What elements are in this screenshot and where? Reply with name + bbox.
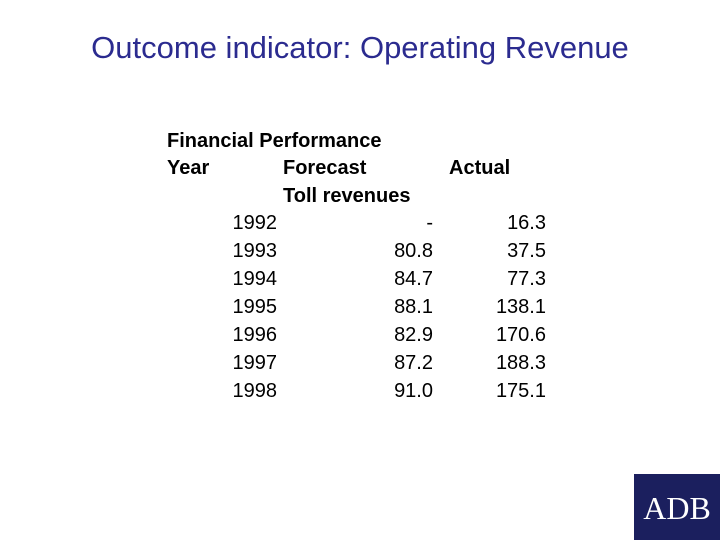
table-cell: 16.3 [507, 212, 546, 234]
table-cell: 77.3 [507, 268, 546, 290]
table-cell: 1993 [233, 240, 278, 262]
column-header: Actual [449, 157, 510, 179]
table-cell: 80.8 [394, 240, 433, 262]
table-caption: Financial Performance [167, 130, 382, 152]
table-cell: 1997 [233, 352, 278, 374]
table-cell: 1992 [233, 212, 278, 234]
column-header: Forecast [283, 157, 367, 179]
table-cell: 37.5 [507, 240, 546, 262]
table-cell: 1994 [233, 268, 278, 290]
column-header: Year [167, 157, 209, 179]
slide-title: Outcome indicator: Operating Revenue [91, 30, 629, 65]
table-cell: 1998 [233, 380, 278, 402]
table-cell: 87.2 [394, 352, 433, 374]
table-cell: 188.3 [496, 352, 546, 374]
logo: ADB [643, 490, 711, 526]
table-cell: - [426, 212, 433, 234]
table-cell: 88.1 [394, 296, 433, 318]
table-cell: 91.0 [394, 380, 433, 402]
table-cell: 84.7 [394, 268, 433, 290]
table-cell: 1995 [233, 296, 278, 318]
column-subheader: Toll revenues [283, 185, 410, 207]
table-cell: 82.9 [394, 324, 433, 346]
table-cell: 138.1 [496, 296, 546, 318]
table-cell: 1996 [233, 324, 278, 346]
table-body: 1992 - 16.3 1993 80.8 37.5 1994 84.7 77.3 1995 88.… [233, 212, 547, 402]
table-cell: 175.1 [496, 380, 546, 402]
logo-box [634, 474, 720, 540]
table-cell: 170.6 [496, 324, 546, 346]
